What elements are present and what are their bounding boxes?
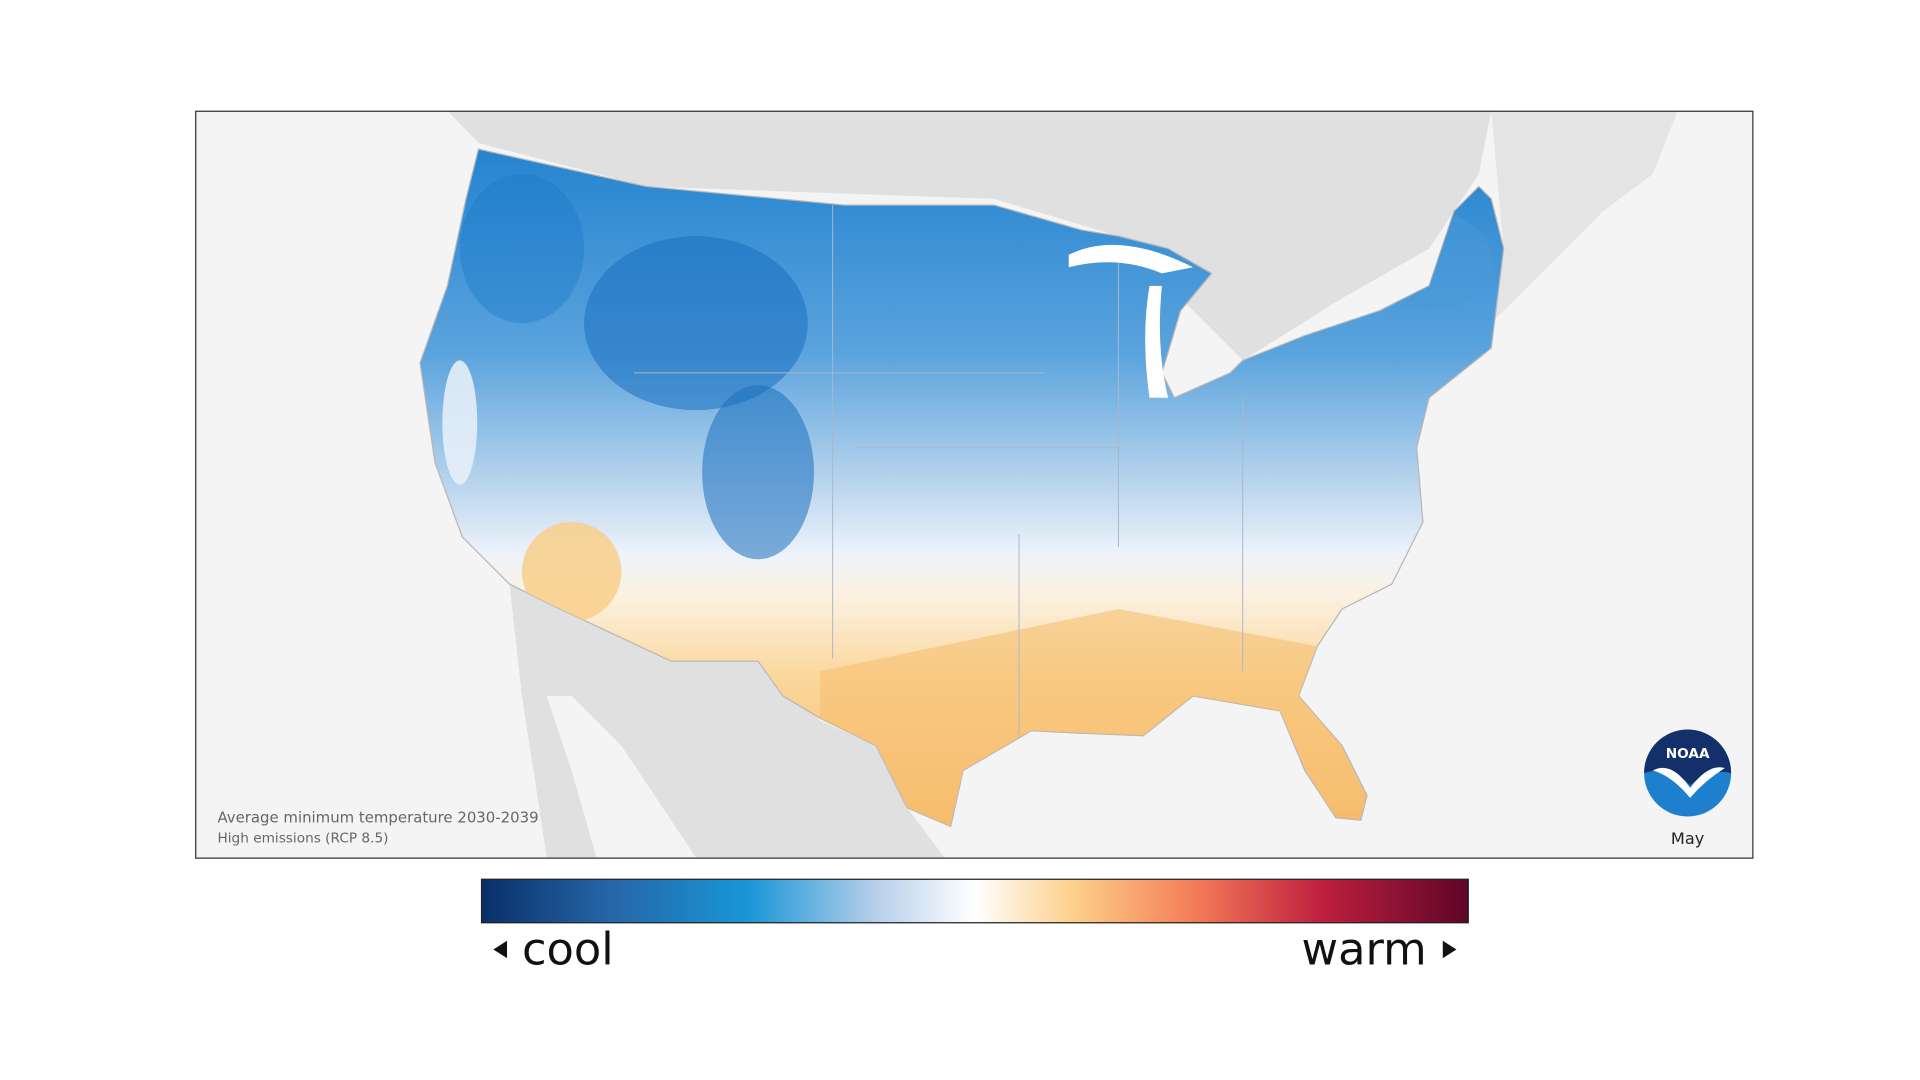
logo-text: NOAA (1666, 746, 1710, 762)
caption-subtitle: High emissions (RCP 8.5) (217, 831, 388, 847)
cool-arrow (493, 940, 508, 959)
canada-east (1491, 110, 1678, 324)
map-area: Average minimum temperature 2030-2039 Hi… (195, 110, 1753, 858)
state-borders (633, 205, 1244, 746)
lake-superior (1068, 244, 1194, 274)
legend-high: warm (1302, 922, 1427, 975)
noaa-logo: NOAA (1644, 729, 1732, 817)
map-frame (195, 110, 1754, 859)
lake-michigan (1145, 285, 1169, 398)
warm-arrow (1442, 940, 1457, 959)
legend-low: cool (522, 922, 614, 975)
caption-title: Average minimum temperature 2030-2039 (217, 809, 538, 827)
month-label: May (1671, 829, 1705, 848)
mexico (509, 584, 945, 858)
color-scale (480, 878, 1469, 924)
canada (447, 110, 1492, 361)
